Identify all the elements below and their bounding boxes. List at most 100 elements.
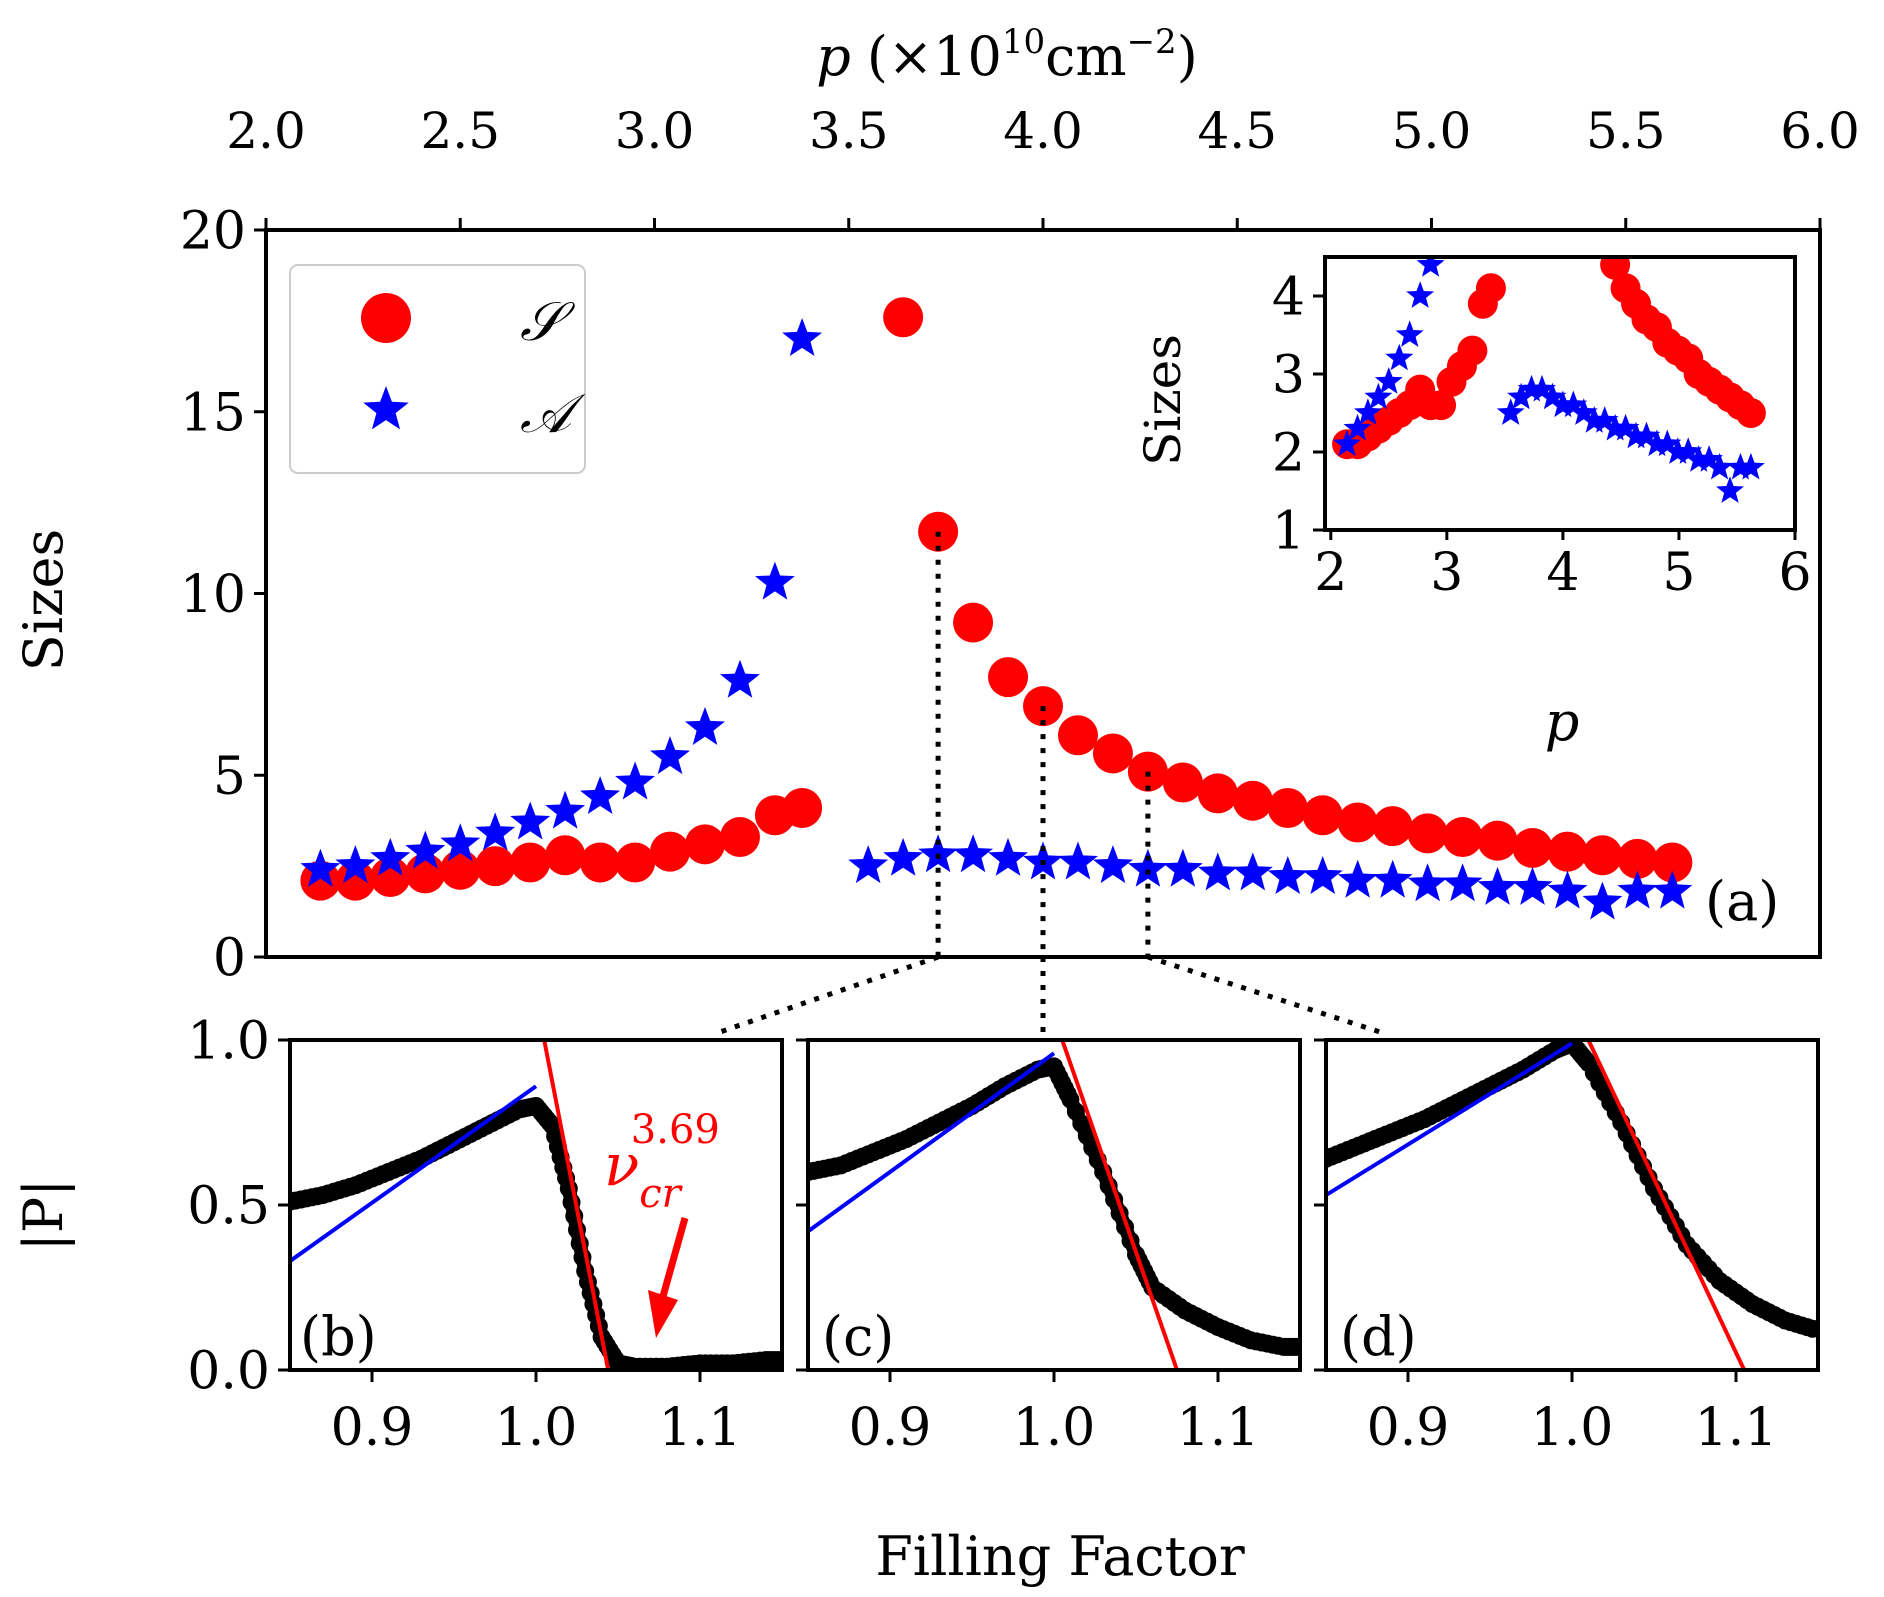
panel-b-red-fit-line — [542, 1040, 611, 1370]
panel-a-S-circle-point — [1232, 780, 1273, 821]
panel-a-top-x-tick-label: 5.5 — [1586, 102, 1666, 160]
panel-a-S-circle-point — [545, 835, 586, 876]
arrow-shaft — [658, 1217, 689, 1301]
panel-a-A-star-point — [1058, 841, 1098, 880]
panel-b-data-point — [770, 1351, 782, 1370]
panel-a-A-star-point — [720, 659, 760, 698]
panel-a-A-star-point — [1617, 870, 1658, 909]
panel-a-A-star-point — [650, 736, 690, 775]
panel-a-A-star-point — [988, 837, 1028, 876]
inset-y-tick-label: 4 — [1272, 268, 1305, 328]
panel-a-A-star-point — [918, 834, 959, 873]
inset-x-tick-label: 5 — [1662, 543, 1695, 603]
inset-S-circle-point — [1735, 398, 1766, 428]
inset-frame — [1323, 255, 1797, 532]
panel-a-A-star-point — [545, 790, 586, 829]
panel-c: 0.9 1.0 1.1 — [796, 1038, 1302, 1458]
panel-a-S-circle-point — [1337, 802, 1378, 843]
inset-y-tick-label: 3 — [1272, 346, 1305, 406]
panel-a-y-tick-label: 15 — [180, 383, 246, 443]
panel-a-S-circle-point — [1582, 835, 1623, 876]
inset-A-star-point — [1569, 398, 1598, 425]
panel-a-S-circle-point — [1442, 817, 1483, 858]
inset-x-tick-label: 3 — [1430, 543, 1463, 603]
panel-d-data-point — [1803, 1319, 1818, 1338]
inset-A-star-point — [1695, 445, 1724, 472]
panel-c-x-tick-label: 1.0 — [1013, 1398, 1096, 1458]
main-y-label: Sizes — [12, 529, 75, 671]
bottom-y-label: |P| — [12, 1179, 75, 1252]
panel-a-A-star-point — [1582, 881, 1623, 920]
panel-a-A-star-point — [580, 776, 621, 814]
inset-x-label: p — [1545, 690, 1580, 753]
inset-y-label: Sizes — [1134, 334, 1192, 466]
inset-A-star-point — [1611, 413, 1640, 441]
legend: 𝒮 𝒜 — [289, 264, 586, 474]
panel-a-top-x-tick-label: 3.5 — [809, 102, 889, 160]
panel-a-top-x-tick-label: 6.0 — [1780, 102, 1860, 160]
panel-a-A-star-point — [1477, 866, 1518, 905]
panel-a-A-star-point — [475, 812, 516, 851]
inset-A-star-point — [1364, 382, 1393, 410]
panel-d: 0.9 1.0 1.1 — [1314, 1038, 1820, 1458]
arrow-annotation — [648, 1217, 689, 1338]
panel-a-S-circle-point — [1302, 795, 1343, 836]
panel-a-A-star-point — [1302, 856, 1343, 894]
inset-A-star-point — [1705, 452, 1734, 480]
panel-a-A-star-point — [440, 823, 481, 862]
panel-b-x-tick-label: 1.0 — [495, 1398, 578, 1458]
panel-a-S-circle-point — [1617, 838, 1658, 879]
inset-A-star-point — [1559, 390, 1588, 418]
panel-a-A-star-point — [1232, 852, 1273, 891]
panel-a-y-tick-label: 0 — [213, 929, 246, 989]
inset-A-star-point — [1538, 382, 1567, 410]
panel-a-A-star-point — [1337, 859, 1378, 898]
inset-S-circle-point — [1426, 390, 1457, 421]
panel-a-A-star-point — [848, 845, 889, 884]
panel-a-S-circle-point — [1267, 787, 1308, 828]
inset-x-tick-label: 2 — [1314, 543, 1347, 603]
inset-A-star-point — [1716, 476, 1744, 503]
inset-A-star-point — [1385, 343, 1414, 371]
panel-d-data-curve — [1326, 1040, 1818, 1338]
panel-a-A-star-point — [1407, 863, 1448, 902]
panel-d-x-tick-label: 1.1 — [1695, 1398, 1778, 1458]
inset-y-tick-label: 2 — [1272, 424, 1305, 484]
panel-b: 0.9 1.0 1.1 0.0 0.5 1.0 — [187, 1012, 784, 1458]
inset-A-star-point — [1507, 382, 1536, 410]
panel-a-S-circle-point — [475, 846, 516, 887]
panel-b-y-tick-label: 1.0 — [187, 1012, 270, 1072]
panel-d-x-tick-label: 0.9 — [1367, 1398, 1450, 1458]
panel-a-A-star-point — [1267, 856, 1308, 894]
inset-A-star-point — [1674, 437, 1703, 464]
inset-S-circle-point — [1457, 335, 1488, 366]
panel-a-y-tick-label: 20 — [180, 202, 246, 262]
panel-a-A-star-point — [1197, 852, 1238, 891]
panel-a-A-star-point — [883, 837, 924, 876]
inset-x-tick-label: 4 — [1546, 543, 1579, 603]
panel-a-S-circle-point — [440, 849, 481, 890]
panel-a-top-x-tick-label: 5.0 — [1392, 102, 1472, 160]
panel-a-S-circle-point — [335, 860, 376, 901]
inset-A-star-point — [1663, 437, 1692, 464]
panel-a-S-circle-point — [580, 842, 621, 883]
inset-A-star-point — [1496, 398, 1525, 425]
panel-a-top-x-tick-label: 2.5 — [420, 102, 500, 160]
panel-a-S-circle-point — [615, 842, 656, 883]
legend-star — [363, 386, 409, 430]
inset-A-star-point — [1416, 257, 1445, 277]
panel-a-S-circle-point — [953, 602, 994, 643]
panel-a-A-star-point — [300, 848, 341, 887]
inset-x-tick-label: 6 — [1778, 543, 1811, 603]
panel-b-x-tick-label: 0.9 — [331, 1398, 414, 1458]
panel-c-x-tick-label: 0.9 — [849, 1398, 932, 1458]
panel-a-A-star-point — [370, 837, 411, 876]
panel-a-top-x-tick-label: 4.5 — [1197, 102, 1277, 160]
panel-a-S-circle-point — [650, 831, 691, 872]
panel-a-A-star-point — [615, 761, 655, 800]
panel-a-S-circle-point — [988, 657, 1029, 698]
inset-A-star-point — [1632, 421, 1661, 449]
panel-b-plot-area — [290, 1040, 782, 1370]
